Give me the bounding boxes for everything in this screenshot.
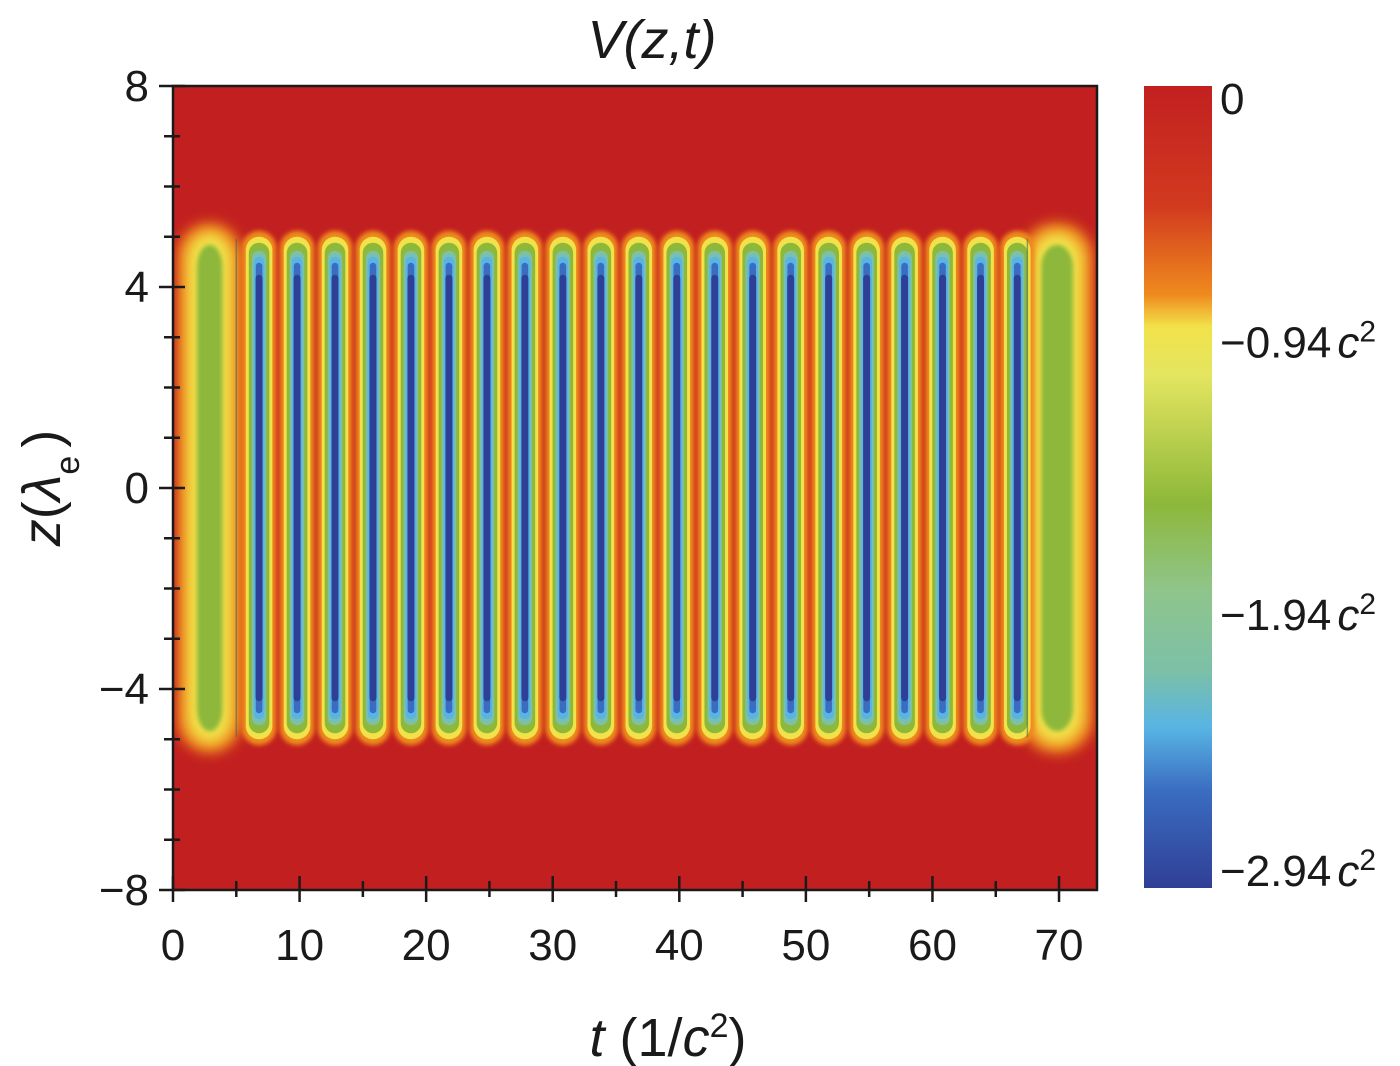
colorbar-label-value: −1.94 — [1220, 591, 1331, 640]
well-core — [863, 274, 871, 702]
oscillation-well — [773, 230, 808, 746]
y-tick-label: 0 — [125, 464, 149, 513]
x-tick-label: 20 — [402, 921, 451, 970]
heatmap-plot — [173, 86, 1097, 890]
oscillation-well — [811, 230, 846, 746]
well-core — [407, 274, 415, 702]
x-tick-label: 30 — [528, 921, 577, 970]
x-tick-label: 10 — [275, 921, 324, 970]
colorbar-label-value: 0 — [1220, 75, 1244, 124]
well-core — [977, 274, 985, 702]
plateau-left — [177, 222, 243, 754]
oscillation-well — [507, 230, 543, 746]
oscillation-well — [659, 230, 695, 746]
well-core — [483, 274, 491, 702]
y-tick-label: −4 — [99, 665, 149, 714]
colorbar-label-exp: 2 — [1359, 315, 1376, 348]
colorbar-label-unit: c — [1337, 591, 1359, 640]
plateau-left-core — [197, 244, 223, 732]
x-tick-label: 50 — [781, 921, 830, 970]
oscillation-well — [241, 230, 277, 746]
y-label-close: ) — [12, 430, 72, 448]
colorbar-label-value: −0.94 — [1220, 318, 1331, 367]
x-label-var: t — [590, 1008, 607, 1066]
colorbar-labels: 0−0.94 c2−1.94 c2−2.94 c2 — [1220, 75, 1376, 896]
x-label-c: c — [683, 1008, 710, 1066]
well-core — [749, 274, 757, 702]
colorbar-label: −1.94 c2 — [1220, 588, 1376, 641]
x-axis-label: t (1/c2) — [590, 1007, 747, 1066]
colorbar-label-unit: c — [1337, 847, 1359, 896]
colorbar-label-unit: c — [1337, 318, 1359, 367]
y-tick-label: 8 — [125, 62, 149, 111]
oscillation-well — [431, 230, 467, 746]
well-core — [711, 274, 719, 702]
x-tick-label: 70 — [1035, 921, 1084, 970]
oscillation-well — [887, 230, 922, 746]
well-core — [673, 274, 681, 702]
y-axis-label: z(λe) — [12, 430, 87, 547]
oscillation-well — [355, 230, 391, 746]
y-tick-label: −8 — [99, 866, 149, 915]
oscillation-wells — [241, 230, 1035, 746]
well-core — [901, 274, 909, 702]
well-core — [939, 274, 947, 702]
well-core — [825, 274, 833, 702]
colorbar-label-exp: 2 — [1359, 588, 1376, 621]
well-core — [445, 274, 453, 702]
y-label-var: z — [12, 519, 72, 547]
oscillation-well — [469, 230, 505, 746]
oscillation-well — [999, 230, 1035, 746]
chart-title: V(z,t) — [588, 10, 717, 70]
well-core — [521, 274, 529, 702]
x-tick-label: 60 — [908, 921, 957, 970]
oscillation-well — [849, 230, 884, 746]
x-label-close: ) — [728, 1008, 746, 1066]
oscillation-well — [735, 230, 771, 746]
plateau-right — [1021, 222, 1093, 754]
well-core — [1013, 274, 1021, 702]
x-label-exp: 2 — [710, 1007, 729, 1045]
y-label-open: ( — [12, 501, 72, 519]
y-axis: 8 4 0 −4 −8 — [99, 62, 185, 915]
well-core — [787, 274, 795, 702]
x-axis: 0 10 20 30 40 50 60 70 — [161, 876, 1084, 970]
colorbar-label-value: −2.94 — [1220, 847, 1331, 896]
well-core — [635, 274, 643, 702]
well-core — [369, 274, 377, 702]
x-label-open: (1/ — [605, 1008, 683, 1066]
colorbar-label: 0 — [1220, 75, 1244, 124]
well-core — [255, 274, 263, 702]
oscillation-well — [963, 230, 998, 746]
oscillation-well — [545, 230, 581, 746]
oscillation-well — [279, 230, 315, 746]
well-core — [331, 274, 339, 702]
colorbar-label-exp: 2 — [1359, 844, 1376, 877]
x-tick-label: 0 — [161, 921, 185, 970]
well-core — [559, 274, 567, 702]
x-tick-label: 40 — [655, 921, 704, 970]
oscillation-well — [317, 230, 353, 746]
y-label-sub: e — [49, 456, 87, 475]
well-core — [597, 274, 605, 702]
oscillation-well — [393, 230, 429, 746]
oscillation-well — [621, 230, 657, 746]
oscillation-well — [697, 230, 733, 746]
y-tick-label: 4 — [125, 263, 149, 312]
plateau-right-core — [1041, 244, 1073, 732]
oscillation-well — [925, 230, 960, 746]
y-label-lambda: λ — [12, 475, 72, 505]
colorbar-label: −0.94 c2 — [1220, 315, 1376, 368]
colorbar — [1144, 86, 1212, 888]
oscillation-well — [583, 230, 619, 746]
colorbar-label: −2.94 c2 — [1220, 844, 1376, 897]
well-core — [293, 274, 301, 702]
